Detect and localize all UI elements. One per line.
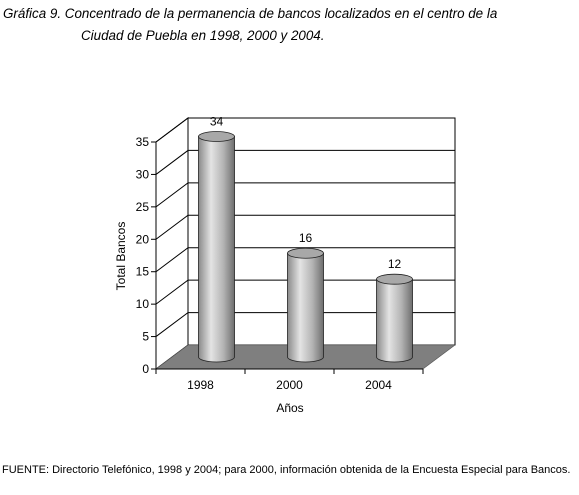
y-tick-label: 5 [142, 330, 149, 344]
bar-top [376, 273, 413, 285]
bar-top [287, 247, 324, 259]
gridlines [155, 117, 455, 337]
bar [376, 273, 413, 363]
x-tick-label: 2004 [365, 378, 392, 392]
bar [287, 247, 324, 363]
source-note: FUENTE: Directorio Telefónico, 1998 y 20… [2, 464, 571, 476]
bar-body [287, 252, 324, 363]
x-tick-label: 1998 [187, 378, 214, 392]
gridline [155, 149, 455, 175]
gridline [155, 182, 455, 208]
bar-body [376, 278, 413, 363]
x-tick-label: 2000 [276, 378, 303, 392]
data-label: 16 [299, 231, 313, 245]
gridline [155, 117, 455, 143]
y-tick-label: 35 [136, 135, 150, 149]
y-tick-label: 25 [136, 200, 150, 214]
data-label: 12 [388, 257, 402, 271]
bar-top [198, 131, 235, 142]
chart-title-line-1: Gráfica 9. Concentrado de la permanencia… [3, 6, 498, 21]
gridline [155, 279, 455, 305]
gridline [155, 214, 455, 240]
y-tick-label: 20 [136, 232, 150, 246]
y-tick-label: 15 [136, 265, 150, 279]
chart-title: Gráfica 9. Concentrado de la permanencia… [3, 3, 579, 47]
data-label: 34 [210, 114, 224, 128]
bar [198, 131, 235, 363]
gridline [155, 312, 455, 337]
gridline [155, 247, 455, 273]
side-wall [155, 117, 189, 370]
y-axis: 0 5 10 15 20 25 30 35 [136, 135, 157, 376]
y-axis-label: Total Bancos [114, 222, 128, 291]
bars: 34 16 12 [198, 114, 413, 363]
x-axis: 1998 2000 2004 [155, 368, 424, 392]
x-axis-label: Años [276, 401, 303, 415]
y-tick-label: 30 [136, 167, 150, 181]
bar-body [198, 136, 235, 363]
chart-title-line-2: Ciudad de Puebla en 1998, 2000 y 2004. [81, 28, 325, 43]
y-tick-label: 10 [136, 297, 150, 311]
y-tick-label: 0 [142, 362, 149, 376]
